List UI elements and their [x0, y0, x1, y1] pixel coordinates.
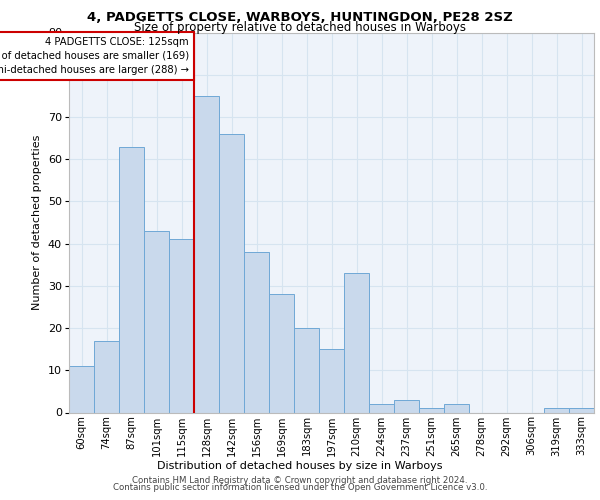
Bar	[369, 404, 394, 412]
Bar	[194, 96, 219, 412]
Bar	[344, 273, 369, 412]
Text: Contains public sector information licensed under the Open Government Licence v3: Contains public sector information licen…	[113, 484, 487, 492]
Text: Size of property relative to detached houses in Warboys: Size of property relative to detached ho…	[134, 21, 466, 34]
Text: Distribution of detached houses by size in Warboys: Distribution of detached houses by size …	[157, 461, 443, 471]
Bar	[244, 252, 269, 412]
Bar	[69, 366, 94, 412]
Bar	[569, 408, 594, 412]
Y-axis label: Number of detached properties: Number of detached properties	[32, 135, 43, 310]
Bar	[319, 349, 344, 412]
Bar	[169, 240, 194, 412]
Bar	[294, 328, 319, 412]
Bar	[444, 404, 469, 412]
Bar	[419, 408, 444, 412]
Bar	[119, 146, 144, 412]
Bar	[219, 134, 244, 412]
Bar	[544, 408, 569, 412]
Bar	[144, 231, 169, 412]
Bar	[94, 340, 119, 412]
Bar	[394, 400, 419, 412]
Text: 4, PADGETTS CLOSE, WARBOYS, HUNTINGDON, PE28 2SZ: 4, PADGETTS CLOSE, WARBOYS, HUNTINGDON, …	[87, 11, 513, 24]
Text: Contains HM Land Registry data © Crown copyright and database right 2024.: Contains HM Land Registry data © Crown c…	[132, 476, 468, 485]
Text: 4 PADGETTS CLOSE: 125sqm
← 37% of detached houses are smaller (169)
63% of semi-: 4 PADGETTS CLOSE: 125sqm ← 37% of detach…	[0, 36, 189, 74]
Bar	[269, 294, 294, 412]
